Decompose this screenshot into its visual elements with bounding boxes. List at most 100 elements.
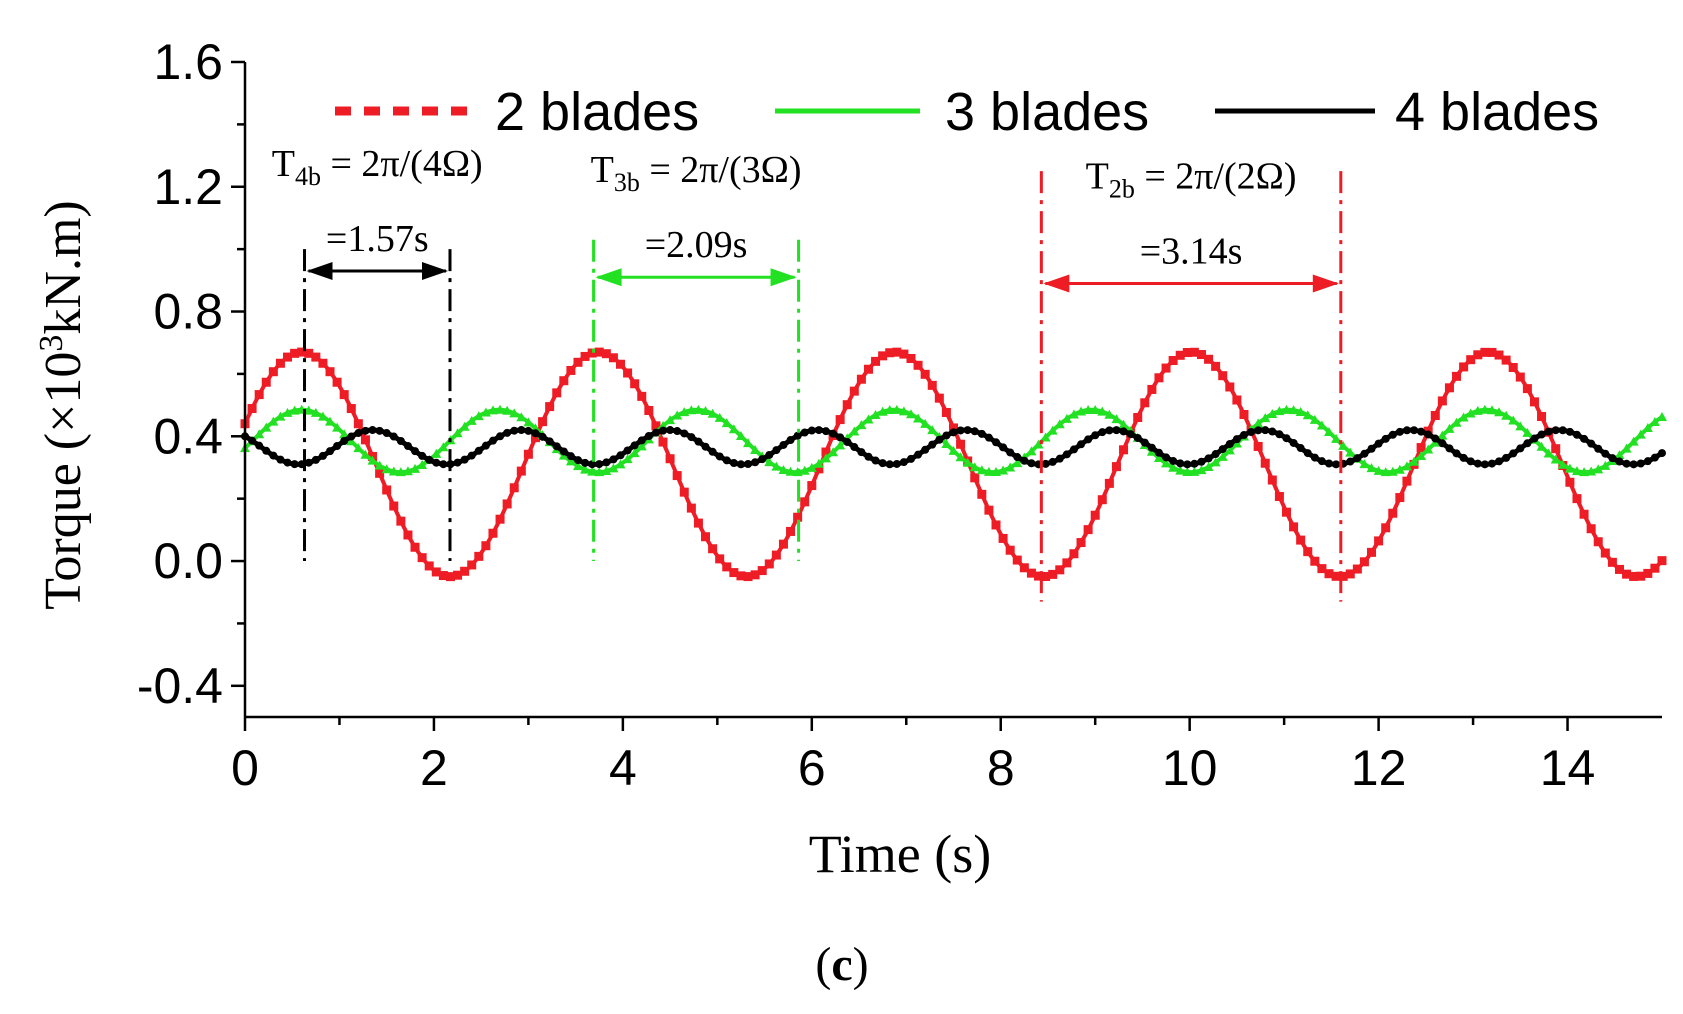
- data-point: [721, 418, 732, 428]
- data-point: [1515, 421, 1526, 431]
- data-point: [1444, 423, 1455, 433]
- x-tick-label: 12: [1351, 740, 1407, 796]
- data-point: [467, 451, 476, 460]
- data-point: [835, 440, 846, 450]
- data-point: [679, 487, 689, 497]
- data-point: [1537, 412, 1547, 422]
- data-point: [1621, 443, 1632, 453]
- data-point: [1310, 453, 1319, 462]
- data-point: [1034, 571, 1044, 581]
- data-point: [608, 353, 618, 363]
- data-point: [254, 429, 265, 439]
- data-point: [417, 553, 427, 563]
- data-point: [1317, 564, 1327, 574]
- data-point: [708, 447, 717, 456]
- data-point: [1153, 453, 1164, 463]
- data-point: [1451, 417, 1462, 427]
- data-point: [545, 402, 555, 412]
- y-tick-label: 1.2: [153, 159, 223, 215]
- data-point: [1438, 439, 1447, 448]
- data-point: [1614, 450, 1625, 460]
- data-point: [374, 460, 385, 470]
- data-point: [906, 354, 916, 364]
- data-point: [814, 426, 823, 435]
- data-point: [283, 458, 292, 467]
- caption-open: (: [815, 938, 831, 991]
- data-point: [488, 528, 498, 538]
- legend-label: 3 blades: [945, 82, 1149, 142]
- data-point: [771, 550, 781, 560]
- data-point: [1388, 430, 1397, 439]
- data-point: [1593, 537, 1603, 547]
- data-point: [410, 542, 420, 552]
- data-point: [905, 409, 916, 419]
- data-point: [757, 566, 767, 576]
- data-point: [800, 497, 810, 507]
- data-point: [354, 429, 363, 438]
- data-point: [1473, 459, 1482, 468]
- data-point: [1401, 461, 1412, 471]
- data-point: [552, 442, 561, 451]
- data-point: [700, 406, 711, 416]
- data-point: [1643, 457, 1652, 466]
- data-point: [1394, 464, 1405, 474]
- data-point: [616, 451, 625, 460]
- data-point: [481, 541, 491, 551]
- data-point: [956, 426, 965, 435]
- data-point: [1296, 535, 1306, 545]
- data-point: [1332, 460, 1341, 469]
- data-point: [998, 533, 1008, 543]
- data-point: [1133, 433, 1142, 442]
- data-point: [1381, 523, 1391, 533]
- data-point: [382, 429, 391, 438]
- data-point: [1069, 549, 1079, 559]
- data-point: [1020, 456, 1029, 465]
- y-tick-label: 0.4: [153, 408, 223, 464]
- data-point: [1211, 361, 1221, 371]
- data-point: [914, 450, 923, 459]
- data-point: [594, 467, 605, 477]
- data-point: [1636, 571, 1646, 581]
- data-point: [1062, 450, 1071, 459]
- data-point: [1550, 454, 1561, 464]
- data-point: [360, 449, 371, 459]
- data-point: [672, 410, 683, 420]
- data-point: [1217, 451, 1228, 461]
- data-point: [1310, 556, 1320, 566]
- data-point: [1281, 404, 1292, 414]
- data-point: [425, 455, 434, 464]
- data-point: [1580, 434, 1589, 443]
- data-point: [297, 347, 307, 357]
- data-point: [863, 364, 873, 374]
- data-point: [1203, 461, 1214, 471]
- period-value: =2.09s: [645, 224, 748, 266]
- y-axis-label-suffix: kN.m): [35, 200, 92, 334]
- data-point: [311, 455, 320, 464]
- data-point: [1133, 413, 1143, 423]
- data-point: [871, 456, 880, 465]
- data-point: [736, 460, 745, 469]
- data-point: [1594, 444, 1603, 453]
- data-point: [502, 499, 512, 509]
- y-tick-label: 0.0: [153, 533, 223, 589]
- data-point: [623, 368, 633, 378]
- x-tick-label: 10: [1162, 740, 1218, 796]
- data-point: [1154, 448, 1163, 457]
- data-point: [531, 429, 540, 438]
- data-point: [714, 412, 725, 422]
- arrow-head: [1312, 274, 1339, 293]
- data-point: [1502, 453, 1511, 462]
- data-point: [863, 414, 874, 424]
- data-point: [1175, 465, 1186, 475]
- data-point: [375, 468, 385, 478]
- data-point: [1303, 449, 1312, 458]
- data-point: [325, 416, 336, 426]
- data-point: [1247, 427, 1256, 436]
- data-point: [530, 433, 540, 443]
- data-point: [765, 450, 774, 459]
- formula-main: T: [272, 143, 295, 185]
- data-point: [367, 455, 378, 465]
- data-point: [1650, 453, 1659, 462]
- data-point: [1466, 457, 1475, 466]
- arrow-head: [770, 268, 797, 287]
